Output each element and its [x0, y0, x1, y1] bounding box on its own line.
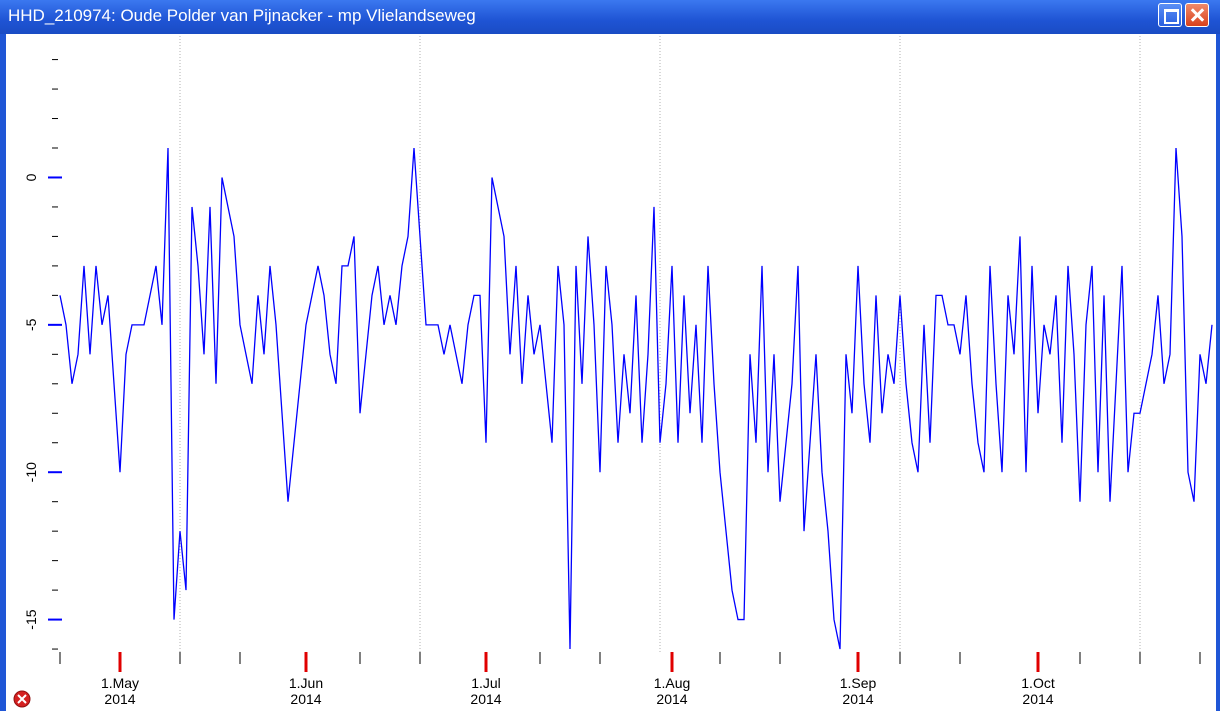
error-icon-cross: [17, 694, 27, 704]
window-title: HHD_210974: Oude Polder van Pijnacker - …: [8, 6, 476, 25]
data-line: [59, 147, 1213, 650]
x-tick-label: 2014: [656, 691, 687, 707]
chart: 0-5-10-151.May20141.Jun20141.Jul20141.Au…: [6, 34, 1216, 711]
x-tick-label: 2014: [842, 691, 873, 707]
maximize-button[interactable]: [1158, 3, 1182, 27]
x-tick-label: 1.Sep: [840, 675, 877, 691]
x-tick-label: 1.May: [101, 675, 139, 691]
x-tick-label: 2014: [104, 691, 135, 707]
x-tick-label: 1.Oct: [1021, 675, 1055, 691]
y-tick-label: -10: [23, 462, 39, 482]
title-bar: HHD_210974: Oude Polder van Pijnacker - …: [0, 0, 1220, 34]
x-tick-label: 1.Aug: [654, 675, 691, 691]
x-tick-label: 2014: [1022, 691, 1053, 707]
x-tick-label: 1.Jun: [289, 675, 323, 691]
x-tick-label: 2014: [470, 691, 501, 707]
y-tick-label: 0: [23, 173, 39, 181]
y-tick-label: -5: [23, 318, 39, 331]
close-button[interactable]: [1185, 3, 1209, 27]
x-tick-label: 1.Jul: [471, 675, 501, 691]
x-tick-label: 2014: [290, 691, 321, 707]
y-tick-label: -15: [23, 609, 39, 629]
